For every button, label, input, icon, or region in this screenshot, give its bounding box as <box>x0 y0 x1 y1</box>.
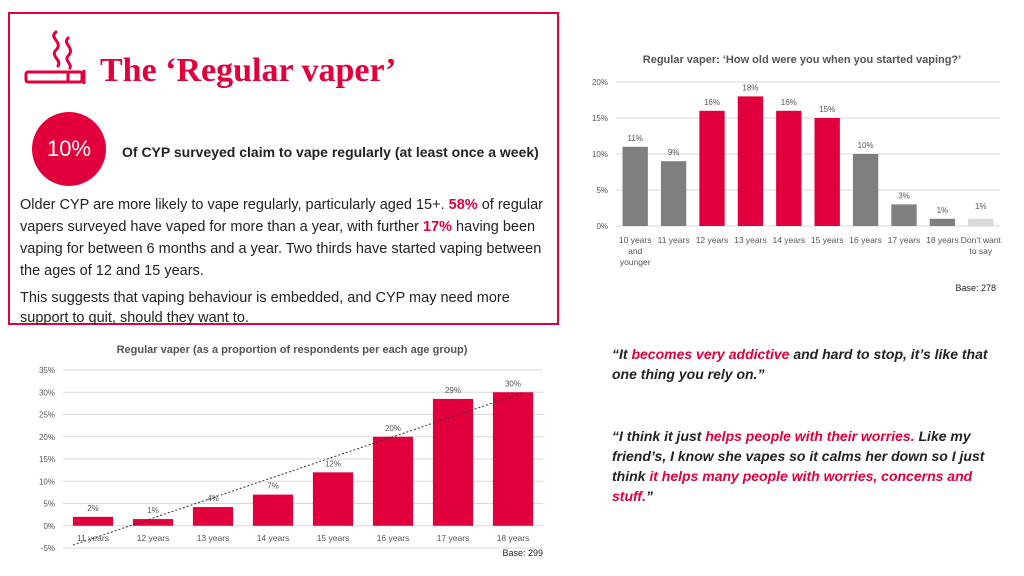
badge-caption: Of CYP surveyed claim to vape regularly … <box>122 144 539 160</box>
y-tick-label: 5% <box>43 500 55 509</box>
percent-badge: 10% <box>32 112 106 186</box>
summary-text: having been vaping for between 6 months … <box>20 219 542 279</box>
chart-title: Regular vaper (as a proportion of respon… <box>117 344 468 356</box>
x-tick-label: younger <box>620 257 651 267</box>
x-tick-label: 12 years <box>137 533 170 543</box>
data-label: 1% <box>937 206 949 215</box>
data-label: 3% <box>898 191 910 200</box>
x-tick-label: 17 years <box>437 533 470 543</box>
bar <box>699 110 725 226</box>
bar <box>72 516 114 526</box>
x-tick-label: and <box>628 246 642 256</box>
bar <box>432 398 474 526</box>
stat-highlight: 58% <box>448 197 478 213</box>
conclusion-paragraph: This suggests that vaping behaviour is e… <box>20 290 510 326</box>
x-tick-label: 13 years <box>734 235 767 245</box>
y-tick-label: 0% <box>596 222 608 231</box>
bar <box>660 161 687 226</box>
data-label: 12% <box>325 459 341 468</box>
quote-worries: “I think it just helps people with their… <box>612 426 997 506</box>
quote-addictive: “It becomes very addictive and hard to s… <box>612 344 997 384</box>
x-tick-label: 11 years <box>658 235 690 245</box>
quote-text: Like my friend’s, I know she vapes so it… <box>612 428 985 484</box>
y-tick-label: 35% <box>39 366 55 375</box>
x-tick-label: 16 years <box>377 533 410 543</box>
bar <box>192 507 234 526</box>
age-started-vaping-chart: Regular vaper: ‘How old were you when yo… <box>592 54 1002 293</box>
data-label: 10% <box>858 141 874 150</box>
x-tick-label: 14 years <box>772 235 805 245</box>
base-note: Base: 299 <box>502 548 543 558</box>
y-tick-label: 15% <box>39 455 55 464</box>
x-tick-label: 15 years <box>317 533 350 543</box>
x-tick-label: 17 years <box>888 235 921 245</box>
data-label: 20% <box>385 424 401 433</box>
x-tick-label: 13 years <box>197 533 230 543</box>
x-tick-label: to say <box>969 246 992 256</box>
data-label: 11% <box>627 134 642 143</box>
bar <box>737 96 764 227</box>
x-tick-label: 16 years <box>849 235 882 245</box>
quote-highlight: helps people with their worries. <box>705 428 915 444</box>
data-label: 1% <box>975 202 987 211</box>
data-label: 4% <box>207 494 219 503</box>
quote-text: ” <box>645 488 653 504</box>
bar <box>968 218 994 226</box>
x-tick-label: 14 years <box>257 533 290 543</box>
data-label: 29% <box>445 386 461 395</box>
y-tick-label: -5% <box>41 544 55 553</box>
base-note: Base: 278 <box>955 283 996 293</box>
vape-smoke-icon <box>24 30 86 84</box>
x-tick-label: 12 years <box>696 235 729 245</box>
bar <box>132 519 174 526</box>
summary-paragraph: Older CYP are more likely to vape regula… <box>20 194 555 282</box>
quote-text: and hard to stop, it’s like that one thi… <box>612 346 988 382</box>
y-tick-label: 25% <box>39 411 55 420</box>
x-tick-label: Don’t want <box>961 235 1002 245</box>
y-tick-label: 15% <box>592 114 608 123</box>
x-tick-label: 15 years <box>811 235 844 245</box>
stat-highlight: 17% <box>423 219 453 235</box>
y-tick-label: 20% <box>39 433 55 442</box>
y-tick-label: 10% <box>592 150 608 159</box>
y-tick-label: 30% <box>39 388 55 397</box>
info-box: The ‘Regular vaper’ 10% Of CYP surveyed … <box>8 12 559 326</box>
y-tick-label: 10% <box>39 477 55 486</box>
summary-text: of regular vapers surveyed have vaped fo… <box>20 197 543 235</box>
quote-text: “I think it just <box>612 428 706 444</box>
regular-vaper-by-age-chart: Regular vaper (as a proportion of respon… <box>39 344 543 558</box>
bar <box>252 494 294 526</box>
quote-highlight: it helps many people with worries, conce… <box>612 468 973 504</box>
data-label: 15% <box>819 105 835 114</box>
bar <box>929 218 956 226</box>
data-label: 30% <box>505 379 521 388</box>
summary-text: Older CYP are more likely to vape regula… <box>20 197 449 213</box>
x-tick-label: 18 years <box>926 235 959 245</box>
bar <box>372 436 414 526</box>
data-label: 9% <box>668 148 680 157</box>
y-tick-label: 20% <box>592 78 608 87</box>
trendline <box>72 392 524 546</box>
data-label: 16% <box>781 98 797 107</box>
bar <box>814 118 840 226</box>
bar <box>492 392 534 526</box>
quote-highlight: becomes very addictive <box>631 346 790 362</box>
x-tick-label: 10 years <box>619 235 652 245</box>
bar <box>891 204 917 226</box>
data-label: 16% <box>704 98 720 107</box>
page-title: The ‘Regular vaper’ <box>100 52 397 89</box>
y-tick-label: 0% <box>43 522 55 531</box>
data-label: 18% <box>742 83 758 92</box>
y-tick-label: 5% <box>596 186 608 195</box>
quote-text: “It <box>612 346 632 362</box>
data-label: 7% <box>267 482 279 491</box>
bar <box>852 154 879 226</box>
chart-title: Regular vaper: ‘How old were you when yo… <box>643 54 961 66</box>
bar <box>622 146 648 226</box>
data-label: 1% <box>147 506 159 515</box>
bar <box>776 110 802 226</box>
x-tick-label: 18 years <box>497 533 530 543</box>
data-label: 2% <box>87 504 99 513</box>
bar <box>312 472 354 526</box>
